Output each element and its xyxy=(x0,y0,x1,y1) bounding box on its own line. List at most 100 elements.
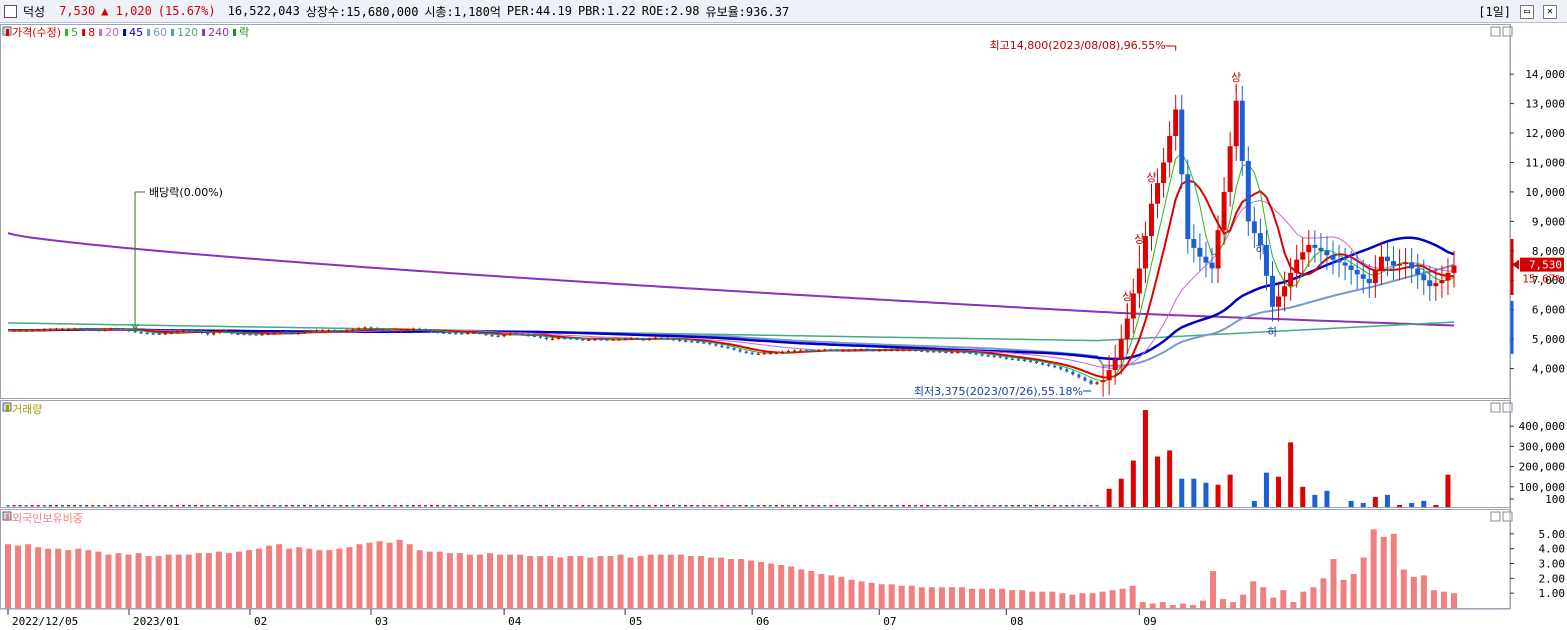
panel-close-icon[interactable] xyxy=(1502,26,1513,37)
volume-bar xyxy=(417,505,421,507)
volume-bar xyxy=(1059,505,1063,507)
candle-body xyxy=(557,337,561,340)
foreign-bar xyxy=(1300,591,1307,608)
candle-body xyxy=(1282,286,1288,297)
volume-bar xyxy=(1028,505,1032,507)
foreign-bar xyxy=(1440,591,1447,608)
candle-body xyxy=(109,328,113,331)
candle-body xyxy=(1330,255,1336,260)
volume-bar xyxy=(1372,496,1378,507)
candle-body xyxy=(1306,244,1312,253)
candle-body xyxy=(60,328,64,331)
foreign-bar xyxy=(466,554,473,608)
volume-bar xyxy=(998,505,1002,507)
volume-bar xyxy=(6,505,10,507)
volume-bar xyxy=(617,505,621,507)
volume-bar xyxy=(248,505,252,507)
candle-body xyxy=(200,331,204,333)
candle-body xyxy=(569,337,573,340)
legend-item: 락 xyxy=(239,26,249,39)
reserve-ratio: 유보율:936.37 xyxy=(705,4,790,19)
limit-down-mark: 하 xyxy=(1255,242,1265,256)
x-tick-label: 08 xyxy=(1010,615,1023,628)
volume-bar xyxy=(284,505,288,507)
volume-bar xyxy=(877,505,881,507)
candle-body xyxy=(805,350,809,352)
volume-bar xyxy=(254,505,258,507)
legend-swatch xyxy=(233,29,237,36)
candle-body xyxy=(42,329,46,331)
candle-body xyxy=(889,349,893,352)
volume-bar xyxy=(581,505,585,507)
foreign-bar xyxy=(1029,591,1036,608)
volume-bar xyxy=(732,505,736,507)
candle-body xyxy=(508,333,512,335)
y-tick-label: 3.00 xyxy=(1539,558,1566,571)
foreign-bar xyxy=(748,560,755,608)
volume-bar xyxy=(321,505,325,507)
volume-bar xyxy=(569,505,573,507)
foreign-bar xyxy=(838,576,845,608)
y-tick-label: 200,000 xyxy=(1519,461,1565,474)
volume-bar xyxy=(895,505,899,507)
panel-restore-icon[interactable] xyxy=(1490,402,1501,413)
volume-bar xyxy=(460,505,464,507)
foreign-bar xyxy=(476,554,483,608)
volume-bar xyxy=(805,505,809,507)
panel-close-icon[interactable] xyxy=(1502,511,1513,522)
foreign-swatch xyxy=(6,514,9,521)
volume-bar xyxy=(901,505,905,507)
foreign-bar xyxy=(1099,591,1106,608)
candle-body xyxy=(962,351,966,354)
ma20-line xyxy=(8,199,1455,369)
volume-bar xyxy=(799,505,803,507)
candle-body xyxy=(417,328,421,331)
volume-bar xyxy=(563,505,567,507)
volume-bar xyxy=(472,505,476,507)
volume-bar xyxy=(623,505,627,507)
candle-body xyxy=(532,335,536,337)
y-tick-label: 4,000 xyxy=(1532,363,1565,376)
candle-body xyxy=(1028,360,1032,363)
foreign-bar xyxy=(848,579,855,608)
period-selector[interactable]: [1일] xyxy=(1478,5,1511,19)
candle-body xyxy=(605,339,609,341)
candle-body xyxy=(659,337,663,340)
volume-bar xyxy=(811,505,815,507)
volume-bar xyxy=(1409,502,1415,507)
foreign-bar xyxy=(1089,593,1096,608)
volume-bar xyxy=(708,505,712,507)
candle-body xyxy=(653,337,657,340)
current-price-box xyxy=(1520,257,1564,272)
candle-body xyxy=(248,333,252,336)
foreign-bar xyxy=(436,551,443,608)
volume-bar xyxy=(1142,410,1148,507)
candle-body xyxy=(1269,275,1275,307)
panel-restore-icon[interactable] xyxy=(1490,511,1501,522)
restore-icon[interactable]: ▭ xyxy=(1520,4,1534,19)
panel-border xyxy=(0,24,1511,399)
volume-bar xyxy=(1360,502,1366,507)
limit-up-mark: 상 xyxy=(1231,71,1241,84)
foreign-bar xyxy=(256,548,263,608)
foreign-bar xyxy=(717,557,724,608)
foreign-bar xyxy=(286,548,293,608)
volume-bar xyxy=(200,505,204,507)
candle-body xyxy=(1433,283,1439,287)
panel-close-icon[interactable] xyxy=(1502,402,1513,413)
candle-body xyxy=(980,354,984,356)
y-tick-label: 10,000 xyxy=(1525,186,1565,199)
volume-bar xyxy=(847,505,851,507)
candle-body xyxy=(1022,359,1026,362)
candle-body xyxy=(750,352,754,355)
volume-bar xyxy=(133,505,137,507)
close-icon[interactable]: ✕ xyxy=(1543,4,1557,19)
x-tick-label: 2022/12/05 xyxy=(12,615,78,628)
checkbox[interactable] xyxy=(4,4,17,18)
panel-restore-icon[interactable] xyxy=(1490,26,1501,37)
volume-bar xyxy=(1106,488,1112,507)
volume-bar xyxy=(653,505,657,507)
volume-bar xyxy=(551,505,555,507)
volume-bar xyxy=(744,505,748,507)
candle-body xyxy=(956,351,960,354)
